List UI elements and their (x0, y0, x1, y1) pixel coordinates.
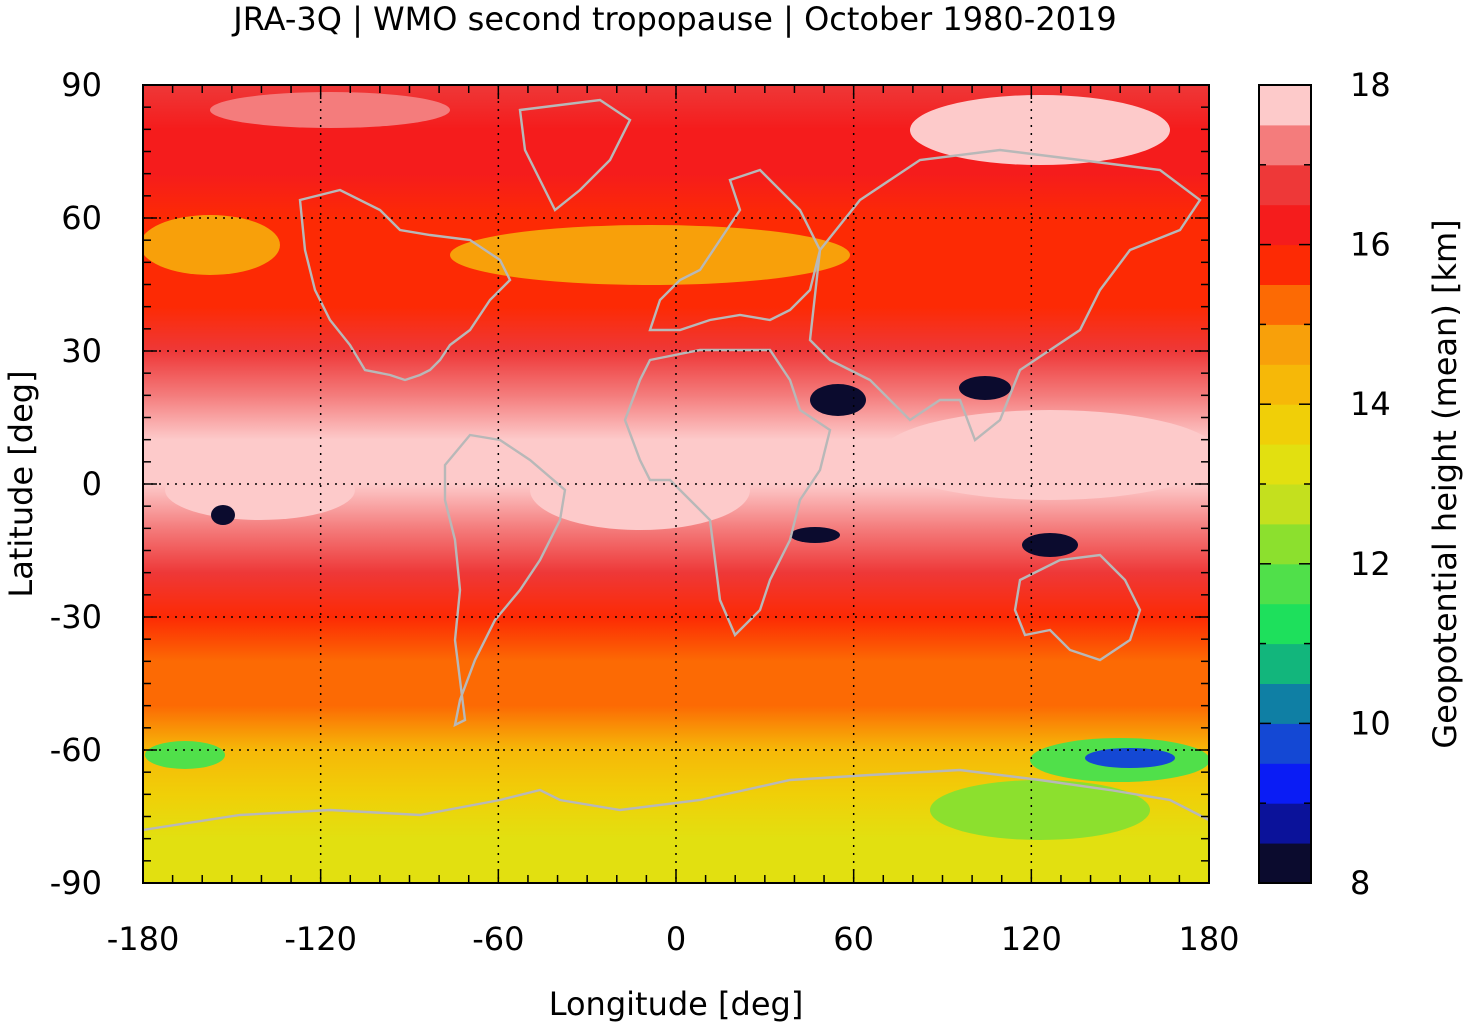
colorbar-swatch (1259, 444, 1311, 485)
tick-marks (142, 84, 1210, 884)
nh-midlat-band-atlantic (450, 225, 850, 285)
so-low-drake (145, 741, 225, 769)
colorbar-swatches (1259, 85, 1311, 884)
y-tick-label: 60 (61, 199, 102, 237)
coastline-antarctica (143, 768, 1209, 832)
y-tick-label: 30 (61, 332, 102, 370)
x-tick-label: 120 (1001, 920, 1062, 958)
plot-area (142, 84, 1210, 884)
so-low-south-pacific-core (1085, 748, 1175, 768)
colorbar-swatch (1259, 803, 1311, 844)
colorbar-swatch (1259, 324, 1311, 365)
colorbar-tick-label: 8 (1350, 864, 1370, 902)
colorbar-tick-label: 16 (1350, 226, 1391, 264)
coastline-south-america (443, 433, 567, 728)
y-tick-label: 90 (61, 66, 102, 104)
nh-midlat-band-pacific (143, 215, 280, 275)
colorbar-swatch (1259, 563, 1311, 605)
colorbar-tick-label: 18 (1350, 66, 1391, 104)
x-tick-label: -60 (472, 920, 524, 958)
colorbar-swatch (1259, 244, 1311, 285)
x-axis-label: Longitude [deg] (549, 985, 804, 1023)
colorbar-tick-label: 10 (1350, 704, 1391, 742)
colorbar-swatch (1259, 204, 1311, 246)
colorbar-swatch (1259, 284, 1311, 325)
colorbar-swatch (1259, 723, 1311, 764)
colorbar-swatch (1259, 683, 1311, 724)
colorbar-tick-label: 14 (1350, 385, 1391, 423)
y-axis-label: Latitude [deg] (2, 370, 40, 597)
colorbar-label: Geopotential height (mean) [km] (1426, 219, 1464, 748)
x-tick-label: 180 (1178, 920, 1239, 958)
gridlines (143, 85, 1209, 883)
coastline-europe (648, 168, 822, 332)
low-spot-indian-ocean (790, 527, 840, 543)
colorbar-swatch (1259, 843, 1311, 884)
y-tick-labels: 90 60 30 0 -30 -60 -90 (50, 66, 102, 902)
low-spot-central-pacific (211, 505, 235, 525)
colorbar-swatch (1259, 643, 1311, 684)
colorbar-swatch (1259, 164, 1311, 206)
low-spot-bay-of-bengal (959, 376, 1011, 400)
y-tick-label: -30 (50, 598, 102, 636)
colorbar-swatch (1259, 85, 1311, 126)
coastline-north-america (298, 188, 512, 382)
tropical-core-pacific (165, 460, 355, 520)
x-tick-label: -120 (284, 920, 357, 958)
x-tick-label: 60 (833, 920, 874, 958)
coastline-africa (623, 348, 832, 638)
y-tick-label: 0 (82, 465, 102, 503)
low-spot-indonesia (1022, 533, 1078, 557)
x-tick-label: -180 (107, 920, 180, 958)
colorbar-ticks: 18 16 14 12 10 8 (1259, 66, 1391, 902)
chart-title: JRA-3Q | WMO second tropopause | October… (231, 0, 1117, 38)
field-features (143, 92, 1209, 840)
low-spot-arabia (810, 384, 866, 416)
tropical-core-africa (530, 450, 750, 530)
colorbar-swatch (1259, 364, 1311, 405)
so-low-antarctic-interior (930, 780, 1150, 840)
y-tick-label: -90 (50, 864, 102, 902)
arctic-pale-canada (210, 92, 450, 128)
colorbar-swatch (1259, 603, 1311, 645)
colorbar-swatch (1259, 763, 1311, 804)
tropical-core-warm-pool (880, 410, 1209, 500)
coastline-australia (1013, 553, 1142, 662)
colorbar: 18 16 14 12 10 8 (1258, 66, 1391, 902)
colorbar-swatch (1259, 404, 1311, 445)
colorbar-tick-label: 12 (1350, 545, 1391, 583)
coastlines (143, 98, 1209, 832)
coastline-greenland (518, 98, 632, 212)
colorbar-swatch (1259, 484, 1311, 525)
x-tick-labels: -180 -120 -60 0 60 120 180 (107, 920, 1240, 958)
coastline-asia (808, 148, 1202, 442)
colorbar-swatch (1259, 523, 1311, 565)
arctic-pale-siberia (910, 95, 1170, 165)
y-tick-label: -60 (50, 731, 102, 769)
colorbar-swatch (1259, 124, 1311, 166)
x-tick-label: 0 (666, 920, 686, 958)
